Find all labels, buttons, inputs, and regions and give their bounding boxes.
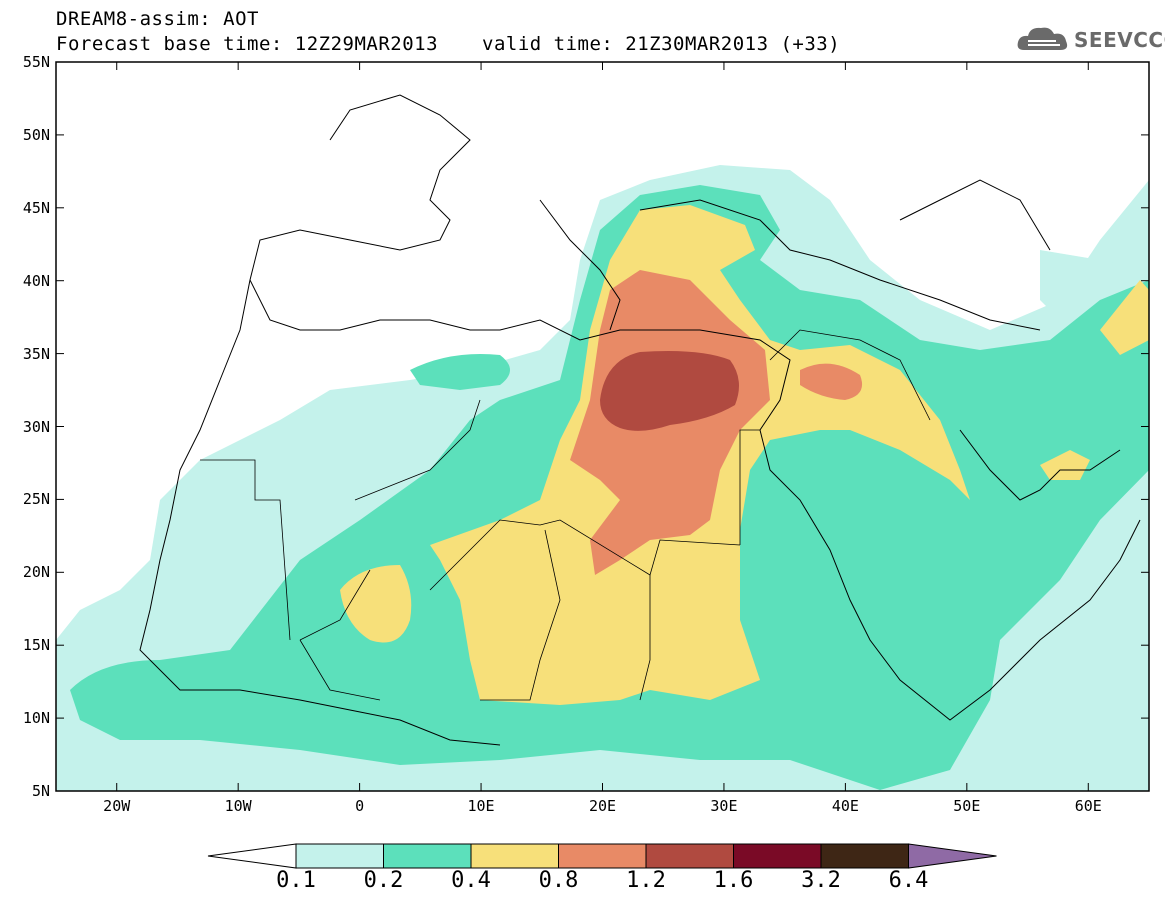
logo-text: SEEVCCC xyxy=(1074,28,1165,52)
aot-level-0.4-west xyxy=(340,565,412,643)
aot-level-0.2-west xyxy=(410,354,510,390)
aot-field xyxy=(56,165,1149,791)
lat-label-45n: 45N xyxy=(22,198,50,217)
lon-label-60e: 60E xyxy=(1074,797,1102,815)
aot-level-0.8-east xyxy=(800,363,863,400)
aot-level-0.4-east xyxy=(1100,280,1149,355)
aot-level-1.2 xyxy=(600,351,739,431)
lat-label-55n: 55N xyxy=(22,53,50,71)
base-time-label: Forecast base time: 12Z29MAR2013 xyxy=(56,33,439,55)
lon-label-30e: 30E xyxy=(710,797,738,815)
lon-label-20e: 20E xyxy=(588,797,617,815)
title-line-1: DREAM8-assim: AOT xyxy=(56,8,259,30)
colorbar-swatch-2 xyxy=(383,843,472,869)
lat-label-40n: 40N xyxy=(22,271,50,290)
lon-label-10e: 10E xyxy=(467,797,495,815)
lon-label-10w: 10W xyxy=(224,797,252,815)
lat-label-10n: 10N xyxy=(22,709,50,728)
lat-label-25n: 25N xyxy=(22,490,50,509)
seevccc-logo: SEEVCCC xyxy=(1016,22,1165,58)
lat-label-5n: 5N xyxy=(31,782,50,800)
colorbar xyxy=(207,843,997,869)
lon-label-0: 0 xyxy=(355,797,365,815)
country-borders xyxy=(200,329,931,701)
lat-label-15n: 15N xyxy=(22,636,50,655)
colorbar-label: 3.2 xyxy=(801,868,841,893)
colorbar-label: 0.4 xyxy=(451,868,491,893)
lat-label-30n: 30N xyxy=(22,417,50,436)
colorbar-lower-arrow xyxy=(207,843,297,869)
aot-level-0.4-gulf xyxy=(1040,450,1090,480)
coastlines xyxy=(139,94,1141,746)
colorbar-swatch-5 xyxy=(645,843,734,869)
lon-label-50e: 50E xyxy=(953,797,981,815)
lon-label-40e: 40E xyxy=(831,797,859,815)
colorbar-label: 0.8 xyxy=(538,868,579,893)
lat-label-20n: 20N xyxy=(22,563,50,582)
colorbar-swatch-4 xyxy=(558,843,647,869)
cloud-icon xyxy=(1017,27,1068,50)
colorbar-label: 0.2 xyxy=(363,868,404,893)
lat-label-35n: 35N xyxy=(22,344,50,363)
colorbar-upper-arrow xyxy=(908,843,997,869)
colorbar-label: 1.2 xyxy=(626,868,666,893)
colorbar-swatch-1 xyxy=(295,843,384,869)
colorbar-swatch-6 xyxy=(733,843,822,869)
colorbar-swatch-7 xyxy=(820,843,909,869)
colorbar-label: 1.6 xyxy=(713,868,754,893)
colorbar-label: 0.1 xyxy=(276,868,316,893)
colorbar-label: 6.4 xyxy=(888,868,929,893)
lon-label-20w: 20W xyxy=(103,797,131,815)
axis-ticks xyxy=(56,61,1149,792)
colorbar-swatch-3 xyxy=(470,843,559,869)
valid-time-label: valid time: 21Z30MAR2013 (+33) xyxy=(482,33,841,55)
lat-label-50n: 50N xyxy=(22,125,50,144)
